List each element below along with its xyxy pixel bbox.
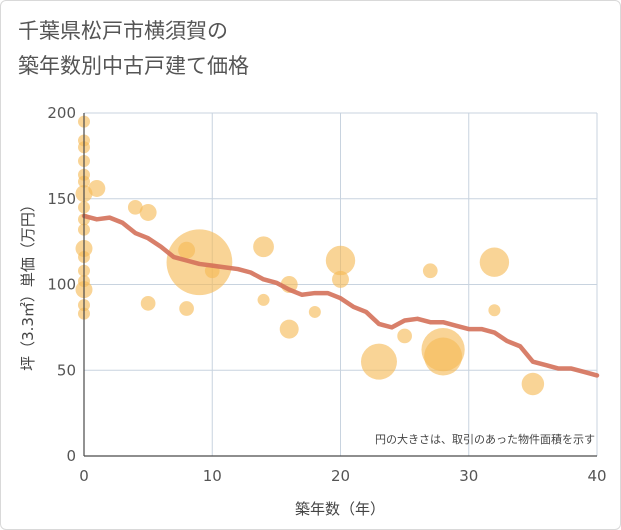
trend-line — [81, 213, 600, 378]
bubble-point — [397, 328, 412, 344]
bubble-point — [179, 301, 194, 316]
bubble-point — [325, 245, 356, 276]
axes — [83, 113, 597, 457]
y-tick-label: 50 — [57, 361, 76, 379]
x-tick-label: 10 — [203, 467, 222, 485]
x-tick-label: 30 — [459, 467, 478, 485]
bubble-point — [360, 343, 397, 380]
size-annotation: 円の大きさは、取引のあった物件面積を示す — [375, 432, 595, 446]
y-axis-title: 坪（3.3㎡）単価（万円） — [19, 197, 37, 371]
grid — [84, 112, 598, 456]
bubble-point — [422, 263, 438, 279]
tick-labels: 0 10 20 30 40 0 50 100 150 200 — [47, 104, 606, 485]
bubble-point — [424, 337, 463, 376]
y-tick-label: 200 — [47, 104, 76, 122]
x-tick-label: 40 — [587, 467, 606, 485]
bubble-point — [332, 270, 349, 288]
x-axis-title: 築年数（年） — [295, 500, 385, 518]
y-tick-label: 150 — [47, 190, 76, 208]
chart-title: 千葉県松戸市横須賀の 築年数別中古戸建て価格 — [18, 19, 249, 78]
trend-layer — [81, 213, 600, 378]
bubble-point — [308, 305, 321, 318]
bubble-point — [488, 304, 501, 317]
bubble-point — [257, 293, 270, 306]
bubble-point — [139, 203, 157, 221]
bubble-point — [521, 372, 545, 396]
x-tick-label: 0 — [79, 467, 89, 485]
bubble-point — [140, 296, 156, 311]
bubble-point — [279, 319, 299, 339]
y-tick-label: 100 — [47, 276, 76, 294]
y-tick-label: 0 — [66, 447, 76, 465]
bubble-point — [253, 236, 274, 258]
bubble-point — [479, 247, 510, 277]
bubble-layer — [75, 115, 545, 396]
x-tick-label: 20 — [331, 467, 350, 485]
bubble-point — [88, 179, 106, 197]
bubble-point — [127, 199, 143, 215]
